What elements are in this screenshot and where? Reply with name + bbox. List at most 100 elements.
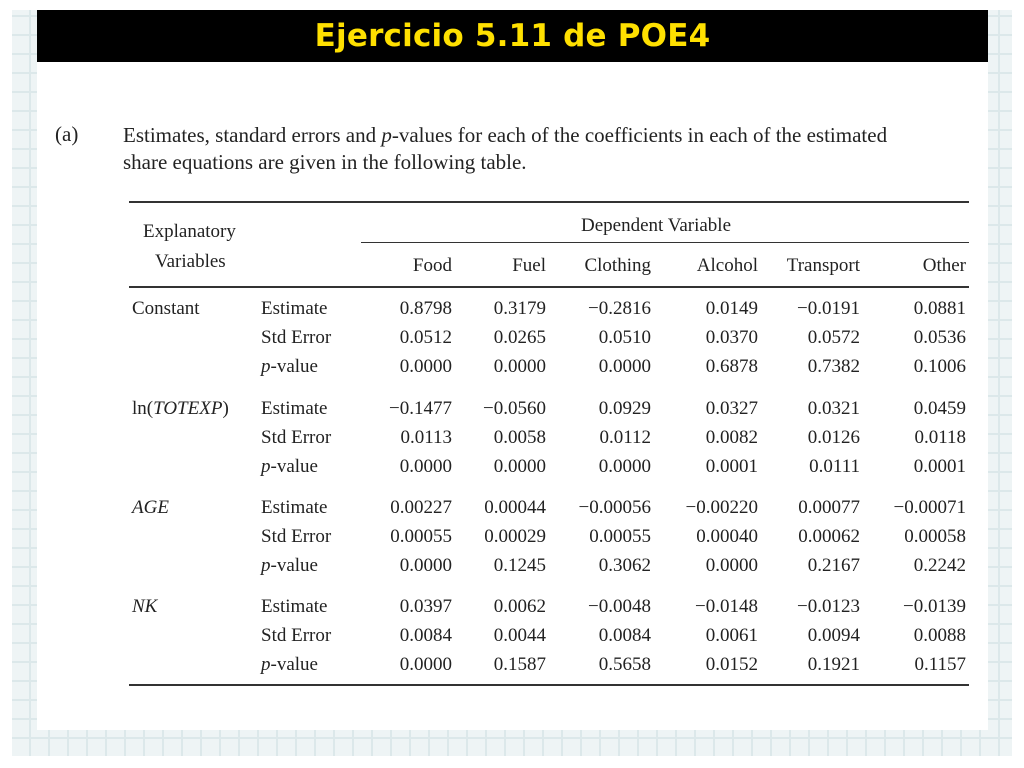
table-cell: 0.1245 xyxy=(493,555,546,576)
table-cell: 0.0082 xyxy=(705,427,758,448)
row-stat-label: Std Error xyxy=(261,526,332,547)
table-cell: 0.1006 xyxy=(913,356,966,377)
table-top-rule xyxy=(129,201,969,203)
table-cell: 0.0088 xyxy=(913,625,966,646)
table-cell: 0.0397 xyxy=(399,596,452,617)
table-cell: 0.0084 xyxy=(598,625,651,646)
table-cell: −0.0560 xyxy=(483,398,546,419)
explanatory-header-line2: Variables xyxy=(155,251,226,272)
item-label: (a) xyxy=(55,122,79,146)
row-stat-label: p-value xyxy=(261,456,318,478)
table-cell: 0.0536 xyxy=(913,327,966,348)
table-cell: 0.0000 xyxy=(399,456,452,477)
table-cell: 0.00077 xyxy=(798,497,860,518)
stat-label-text: -value xyxy=(270,356,318,377)
table-cell: 0.1587 xyxy=(493,654,546,675)
table-cell: 0.0000 xyxy=(399,654,452,675)
table-cell: 0.00040 xyxy=(696,526,758,547)
table-cell: 0.0001 xyxy=(705,456,758,477)
dependent-variable-rule xyxy=(361,242,969,243)
table-cell: 0.00055 xyxy=(390,526,452,547)
table-cell: 0.0113 xyxy=(400,427,452,448)
row-stat-label: Estimate xyxy=(261,497,328,518)
table-cell: 0.0061 xyxy=(705,625,758,646)
table-cell: 0.0044 xyxy=(493,625,546,646)
table-cell: 0.0062 xyxy=(493,596,546,617)
table-cell: 0.3179 xyxy=(493,298,546,319)
table-cell: 0.00062 xyxy=(798,526,860,547)
row-stat-label: Std Error xyxy=(261,625,332,646)
table-cell: 0.3062 xyxy=(598,555,651,576)
p-italic: p xyxy=(261,356,271,377)
var-label-suffix: ) xyxy=(222,398,229,419)
p-italic: p xyxy=(261,555,271,576)
table-cell: −0.0148 xyxy=(695,596,758,617)
table-cell: −0.2816 xyxy=(588,298,651,319)
table-cell: 0.0126 xyxy=(807,427,860,448)
slide-content: (a) Estimates, standard errors and p-val… xyxy=(37,62,988,730)
table-cell: 0.0510 xyxy=(598,327,651,348)
table-cell: 0.00055 xyxy=(589,526,651,547)
row-stat-label: p-value xyxy=(261,356,318,378)
stat-label-text: -value xyxy=(270,456,318,477)
table-cell: 0.0084 xyxy=(399,625,452,646)
table-cell: 0.0265 xyxy=(493,327,546,348)
table-cell: 0.0001 xyxy=(913,456,966,477)
header-bottom-rule xyxy=(129,286,969,288)
table-cell: 0.0000 xyxy=(598,456,651,477)
table-cell: 0.0112 xyxy=(599,427,651,448)
table-cell: 0.0111 xyxy=(809,456,860,477)
stat-label-text: -value xyxy=(270,654,318,675)
table-cell: 0.2242 xyxy=(913,555,966,576)
row-stat-label: Std Error xyxy=(261,427,332,448)
table-cell: 0.5658 xyxy=(598,654,651,675)
var-label-italic: NK xyxy=(132,596,158,617)
table-cell: 0.0000 xyxy=(493,356,546,377)
p-italic: p xyxy=(261,456,271,477)
column-header-alcohol: Alcohol xyxy=(696,255,758,276)
table-cell: 0.0149 xyxy=(705,298,758,319)
table-cell: −0.00071 xyxy=(893,497,966,518)
table-cell: 0.0000 xyxy=(493,456,546,477)
table-cell: 0.0370 xyxy=(705,327,758,348)
table-cell: 0.0000 xyxy=(399,555,452,576)
table-cell: 0.7382 xyxy=(807,356,860,377)
intro-text-1: Estimates, standard errors and xyxy=(123,123,382,147)
explanatory-header-line1: Explanatory xyxy=(143,221,236,242)
table-cell: 0.0058 xyxy=(493,427,546,448)
table-cell: 0.1921 xyxy=(807,654,860,675)
table-cell: 0.00029 xyxy=(484,526,546,547)
table-cell: 0.0459 xyxy=(913,398,966,419)
table-cell: 0.0000 xyxy=(598,356,651,377)
intro-paragraph: Estimates, standard errors and p-values … xyxy=(123,122,983,176)
table-cell: −0.0048 xyxy=(588,596,651,617)
table-cell: −0.00220 xyxy=(685,497,758,518)
table-cell: 0.00044 xyxy=(484,497,546,518)
var-label-prefix: ln( xyxy=(132,398,154,419)
intro-text-2: -values for each of the coefficients in … xyxy=(391,123,888,147)
table-cell: 0.0512 xyxy=(399,327,452,348)
var-label-italic: AGE xyxy=(132,497,169,518)
table-cell: 0.00227 xyxy=(390,497,452,518)
table-cell: −0.0139 xyxy=(903,596,966,617)
table-cell: 0.0929 xyxy=(598,398,651,419)
table-cell: 0.0881 xyxy=(913,298,966,319)
column-header-food: Food xyxy=(412,255,452,276)
column-header-fuel: Fuel xyxy=(512,255,546,276)
row-stat-label: p-value xyxy=(261,654,318,676)
table-cell: 0.6878 xyxy=(705,356,758,377)
table-cell: −0.0191 xyxy=(797,298,860,319)
row-variable-label: AGE xyxy=(132,497,169,519)
intro-p-italic: p xyxy=(381,123,392,147)
row-variable-label: ln(TOTEXP) xyxy=(132,398,229,420)
row-variable-label: NK xyxy=(132,596,157,618)
column-header-transport: Transport xyxy=(786,255,860,276)
slide-title: Ejercicio 5.11 de POE4 xyxy=(314,18,711,54)
row-stat-label: Estimate xyxy=(261,298,328,319)
p-italic: p xyxy=(261,654,271,675)
table-cell: −0.00056 xyxy=(578,497,651,518)
table-cell: −0.1477 xyxy=(389,398,452,419)
intro-text-3: share equations are given in the followi… xyxy=(123,150,527,174)
column-header-other: Other xyxy=(922,255,966,276)
table-cell: 0.1157 xyxy=(914,654,966,675)
